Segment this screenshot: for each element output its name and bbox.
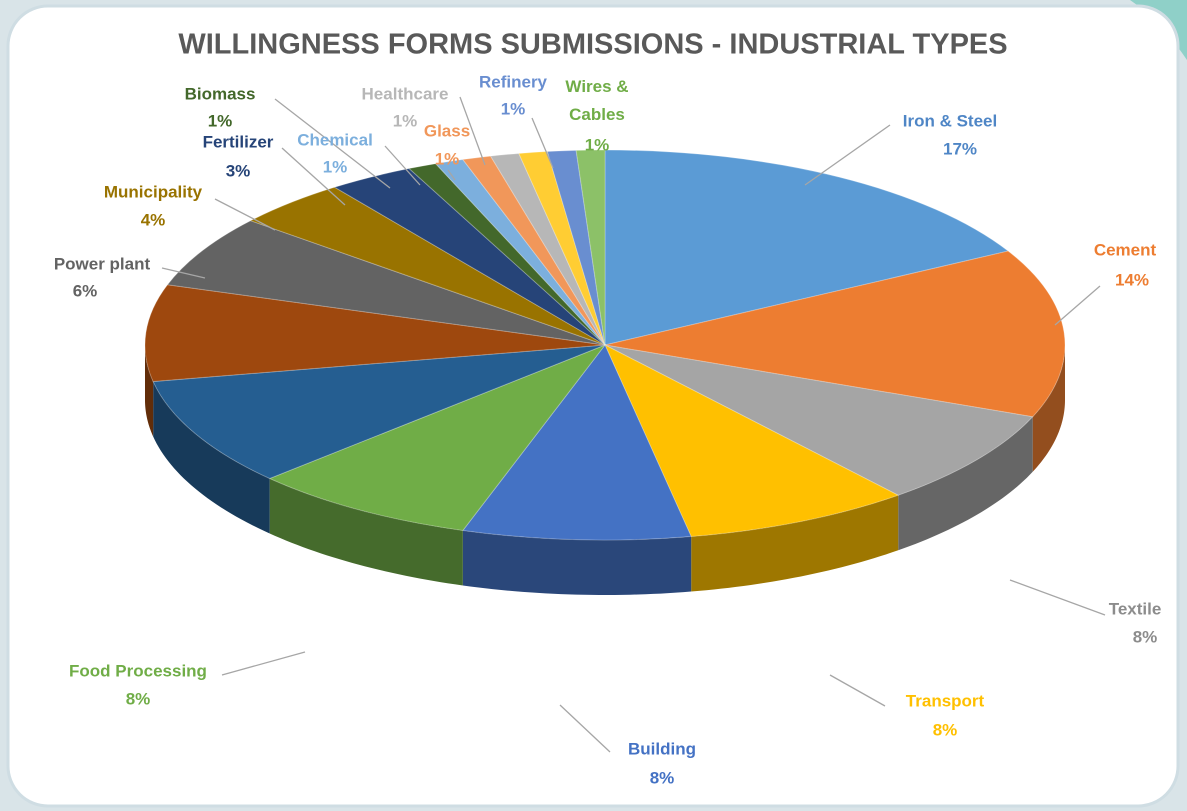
slice (333, 168, 606, 346)
leader-line (829, 674, 886, 707)
slice (604, 250, 1066, 418)
slice (604, 149, 1010, 346)
value-label: 8% (126, 689, 151, 708)
leader-line (804, 124, 891, 186)
value-label: 8% (1133, 627, 1158, 646)
category-label: Healthcare (362, 84, 449, 103)
leader-line (531, 117, 554, 169)
slice-side (898, 416, 1033, 551)
leader-line (447, 169, 456, 181)
category-label: Textile (1109, 599, 1162, 618)
slice-side (145, 345, 154, 437)
category-label: Fertilizer (203, 132, 274, 151)
leader-line (214, 198, 276, 231)
leader-line (281, 147, 346, 206)
leader-line (459, 96, 486, 166)
slice (461, 155, 606, 346)
category-label: Iron & Steel (903, 111, 997, 130)
slice (489, 152, 606, 346)
slice (603, 343, 900, 538)
category-label: Cement (1094, 240, 1157, 259)
corner-accent (1130, 0, 1187, 60)
value-label: 4% (141, 210, 166, 229)
category-label: Wires & Cables (565, 77, 628, 124)
value-label: 14% (1115, 270, 1149, 289)
value-label: 1% (323, 157, 348, 176)
leader-line (161, 267, 206, 279)
chart-title: WILLINGNESS FORMS SUBMISSIONS - INDUSTRI… (178, 29, 1007, 61)
category-label: Glass (424, 121, 470, 140)
value-label: 1% (585, 135, 610, 154)
slice (546, 149, 606, 346)
slice (166, 220, 606, 346)
category-label: Transport (906, 691, 985, 710)
slice (434, 159, 606, 346)
slice-side (1032, 345, 1065, 472)
leader-line (559, 704, 611, 753)
value-label: 1% (208, 111, 233, 130)
leader-line (384, 145, 421, 186)
category-label: Power plant (54, 254, 151, 273)
value-label: 17% (943, 139, 977, 158)
slice (575, 149, 606, 346)
category-label: Biomass (185, 84, 256, 103)
category-label: Refinery (479, 72, 548, 91)
category-label: Food Processing (69, 661, 207, 680)
slice (604, 344, 1034, 496)
slice (461, 344, 692, 541)
slice-side (269, 478, 463, 586)
slice (518, 151, 606, 346)
category-label: Building (628, 739, 696, 758)
slice (408, 163, 606, 346)
slice (152, 344, 606, 480)
value-label: 3% (226, 161, 251, 180)
slice (268, 343, 607, 531)
value-label: 8% (933, 720, 958, 739)
category-label: Chemical (297, 130, 373, 149)
value-label: 6% (73, 281, 98, 300)
value-label: 1% (393, 111, 418, 130)
slice (249, 186, 606, 346)
value-label: 1% (435, 149, 460, 168)
leader-line (1054, 285, 1101, 326)
value-label: 8% (650, 768, 675, 787)
slice-side (462, 530, 692, 595)
category-label: Municipality (104, 182, 203, 201)
slice-side (153, 381, 270, 534)
slice (144, 284, 606, 383)
value-label: 1% (501, 99, 526, 118)
slice-side (691, 495, 899, 592)
leader-line (1009, 579, 1106, 616)
leader-line (274, 98, 391, 189)
leader-line (221, 651, 306, 676)
